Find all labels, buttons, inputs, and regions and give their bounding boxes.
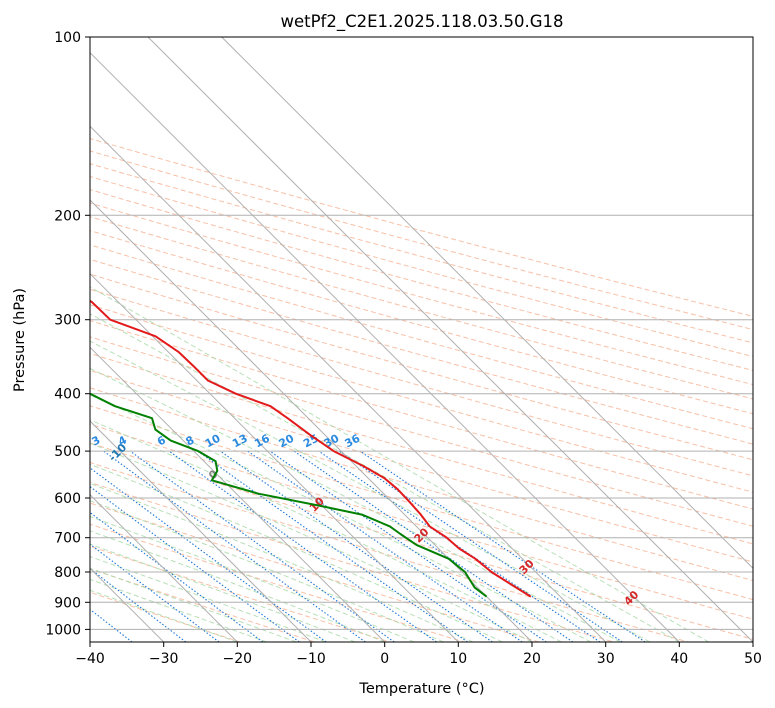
moist-adiabat-line [90,463,503,642]
mixing-ratio-line [338,450,623,642]
mixing-ratio-line [318,450,601,642]
dry-adiabat-line [90,304,753,493]
dry-adiabat-line [90,244,753,430]
x-tick-label: 10 [449,651,467,667]
mixing-ratio-label: 13 [230,432,250,451]
dry-adiabat-line [90,405,753,601]
mixing-ratio-line [90,568,187,642]
isotherm-line [90,272,459,642]
x-tick-label: 40 [670,651,688,667]
y-tick-label: 100 [54,30,81,46]
chart-title: wetPf2_C2E1.2025.118.03.50.G18 [280,12,563,32]
moist-adiabat-line [90,530,385,642]
mixing-ratio-label: 36 [343,432,363,451]
y-tick-label: 600 [54,491,81,507]
dry-adiabat-line [90,163,753,344]
moist-adiabat-line [90,313,680,642]
dry-adiabats [90,138,753,642]
dry-adiabat-line [90,320,753,510]
isotherm-line [90,493,238,642]
x-tick-label: 0 [380,651,389,667]
mixing-ratio-label: 16 [252,432,272,451]
dewpoint-profile-line [90,392,488,598]
mixing-ratio-line [269,450,547,642]
x-tick-label: −40 [75,651,105,667]
moist-adiabat-line [90,442,533,642]
mixing-ratio-line [90,467,327,642]
mixing-ratio-label: 10 [203,432,223,451]
pressure-grid [90,37,753,630]
x-tick-label: 30 [597,651,615,667]
dry-adiabat-line [90,175,753,358]
isotherm-line [90,346,386,642]
moist-adiabat-line [90,367,621,642]
mixing-ratio-line [247,450,523,642]
dry-adiabat-line [90,336,753,527]
dry-adiabat-line [90,369,753,563]
mixing-ratio-line [90,485,300,642]
x-tick-label: −20 [223,651,253,667]
dry-adiabat-line [90,442,753,640]
moist-adiabat-line [90,567,297,642]
isotherm-line [90,51,680,642]
isotherm-line [147,37,753,642]
mixing-ratio-line [129,450,395,642]
mixing-ratio-label: 25 [301,432,321,451]
y-tick-label: 500 [54,444,81,460]
mixing-ratio-line [90,511,264,642]
x-tick-label: −30 [149,651,179,667]
y-tick-label: 300 [54,313,81,329]
moist-adiabat-line [90,419,562,642]
isotherm-line [221,37,753,570]
dry-adiabat-line [90,461,689,642]
dry-adiabat-line [90,230,753,415]
y-tick-label: 800 [54,565,81,581]
plot-frame [89,36,754,643]
x-axis-title: Temperature (°C) [358,681,484,697]
moist-adiabat-line [90,394,592,642]
moist-adiabats [90,286,710,642]
y-tick-label: 200 [54,208,81,224]
mixing-ratio-labels: 0.10.20.40.611.52346810131620253036 [90,432,363,451]
x-axis-ticks: −40 −30 −20 −10 0 10 20 30 40 50 [75,642,762,667]
moist-adiabat-line [90,500,444,642]
dry-adiabat-line [90,502,539,642]
mixing-ratio-line [90,543,220,642]
isotherm-grid [90,37,753,642]
y-tick-label: 400 [54,387,81,403]
mixing-ratio-line [103,450,366,642]
temperature-profile-line [90,299,532,598]
y-axis-title: Pressure (hPa) [12,288,28,392]
isotherm-line [90,125,607,642]
profile-series [90,299,532,598]
y-tick-label: 1000 [45,622,81,638]
moist-adiabat-line [90,482,474,642]
moist-adiabat-line [90,340,651,642]
y-axis-ticks: 1000 900 800 700 600 500 400 300 200 100 [45,30,90,638]
isotherm-line [90,199,533,642]
dry-adiabat-line [90,258,753,445]
dry-adiabat-line [90,352,753,545]
y-tick-label: 900 [54,595,81,611]
x-tick-label: −10 [296,651,326,667]
mixing-ratio-label: 20 [277,432,297,451]
plot-area: -100-90-80-70-60-50-40-30-20-10010203040… [90,37,753,642]
dry-adiabat-line [90,523,465,642]
x-tick-label: 20 [523,651,541,667]
moist-adiabat-line [90,556,326,642]
x-tick-label: 50 [744,651,762,667]
isotherm-line [90,420,312,642]
y-tick-label: 700 [54,531,81,547]
